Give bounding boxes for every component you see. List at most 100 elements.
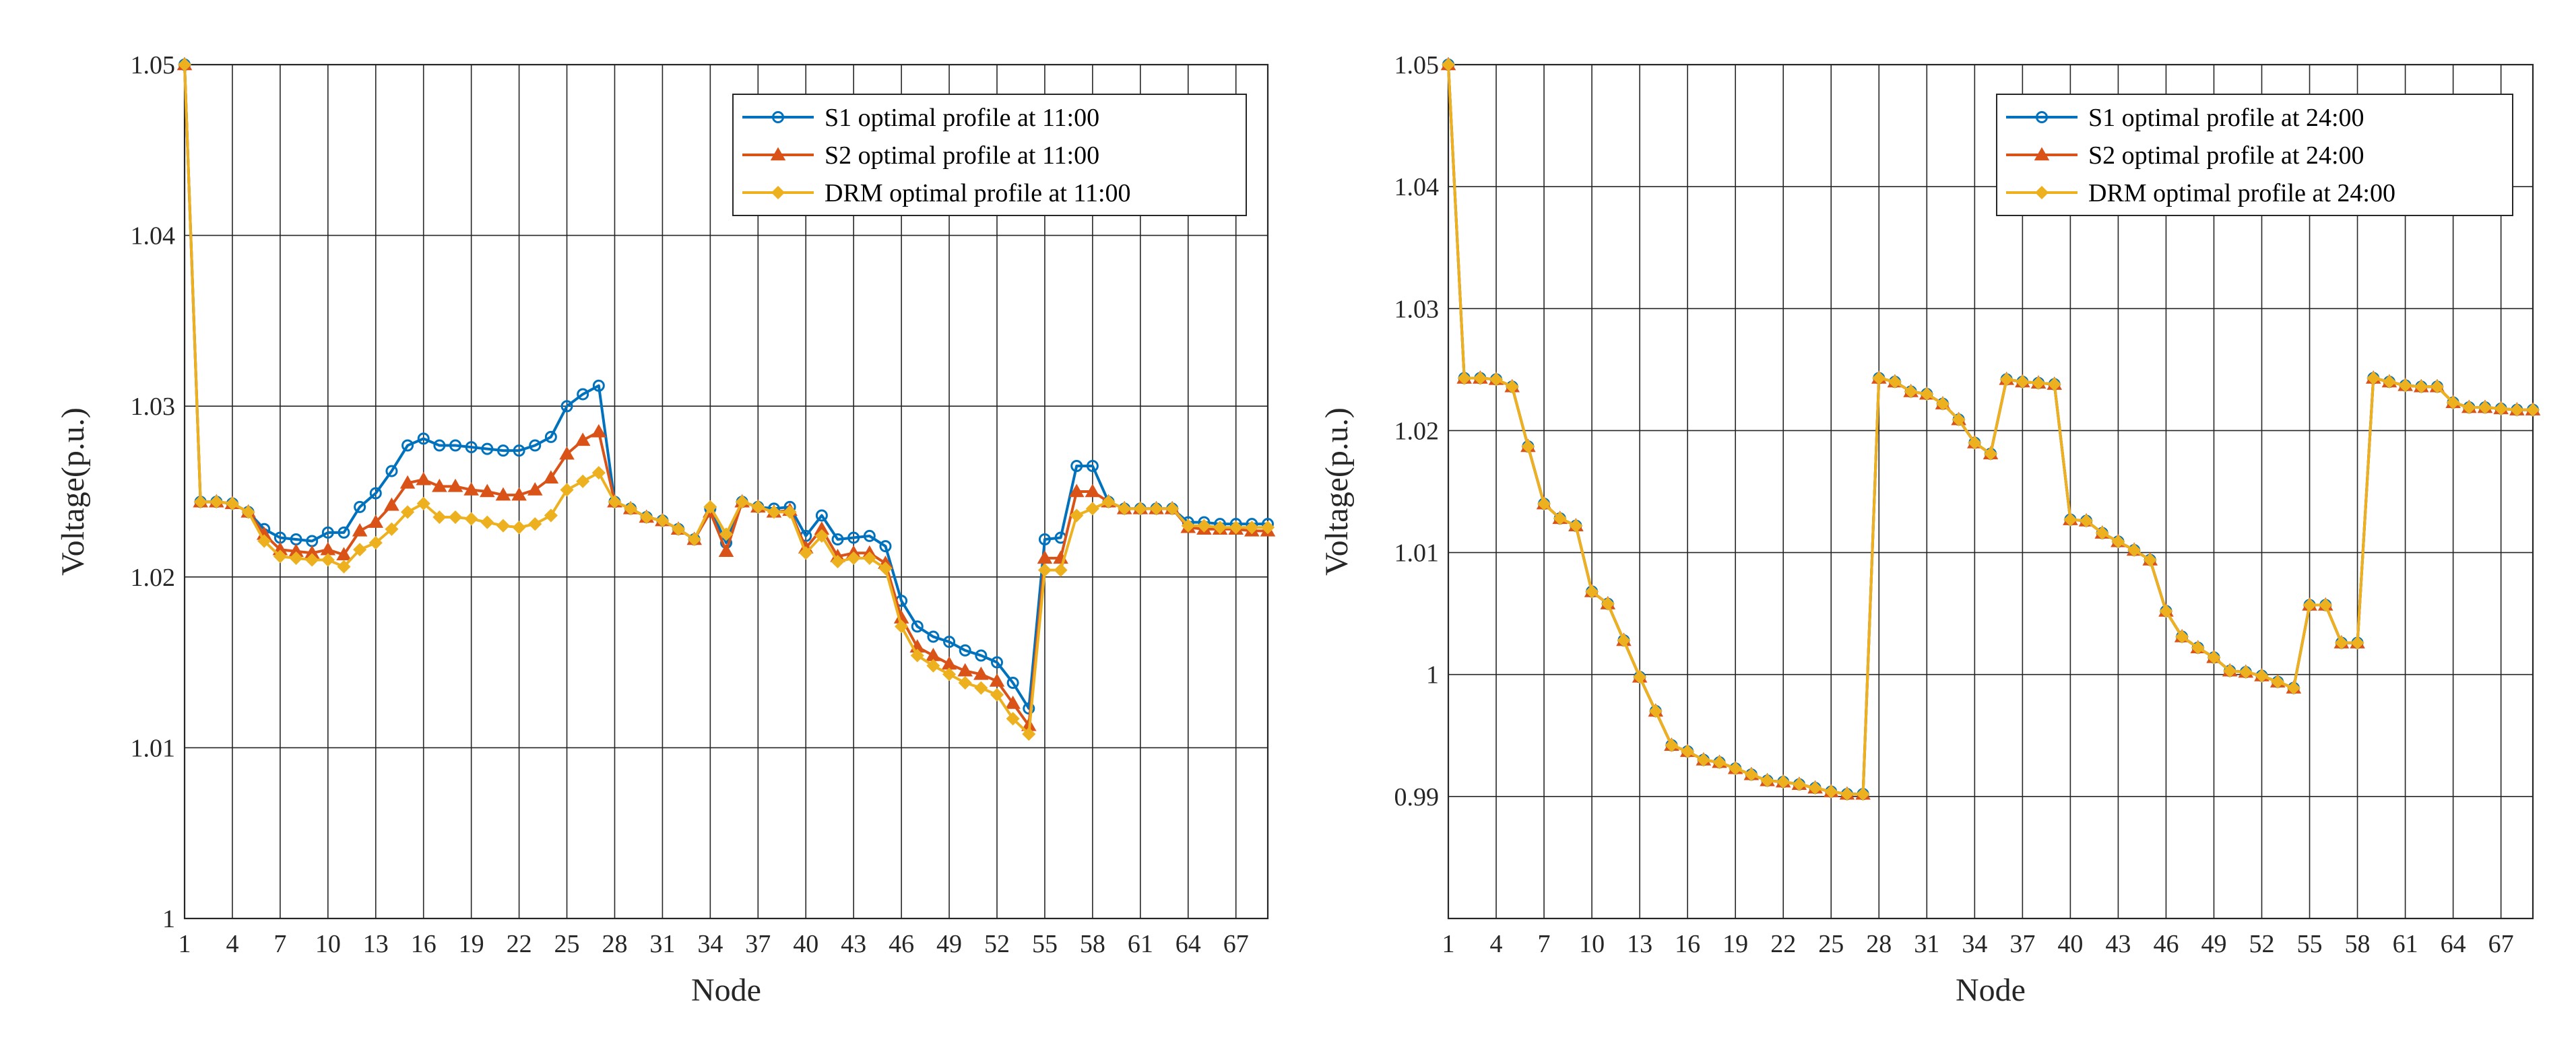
chart-0-drm-point bbox=[703, 500, 717, 514]
chart-1-drm-point bbox=[1585, 584, 1599, 599]
chart-0-s1-point bbox=[354, 500, 366, 513]
chart-0-s2-point bbox=[718, 543, 734, 558]
chart-0-xtick-label: 34 bbox=[697, 930, 723, 958]
chart-0-drm-point bbox=[847, 551, 861, 565]
chart-0-s2-point bbox=[1005, 695, 1021, 709]
chart-0-drm-point bbox=[177, 57, 192, 72]
chart-0-s2-point bbox=[559, 446, 575, 460]
chart-1-drm-point bbox=[2047, 377, 2061, 391]
chart-0-series-drm bbox=[177, 57, 1275, 741]
chart-1-y-axis-label: Voltage(p.u.) bbox=[1319, 407, 1355, 576]
chart-0-drm-point bbox=[1085, 502, 1099, 516]
chart-0-s1-point bbox=[465, 441, 478, 454]
chart-0-drm-point bbox=[1181, 518, 1195, 533]
chart-1-drm-point bbox=[1505, 380, 1519, 394]
chart-0-drm-point bbox=[528, 517, 542, 531]
chart-0-legend-drm-label: DRM optimal profile at 11:00 bbox=[825, 179, 1131, 207]
chart-0-s2-point bbox=[384, 497, 399, 511]
chart-0-ytick-label: 1.03 bbox=[131, 393, 176, 421]
chart-1-drm-point bbox=[2382, 374, 2396, 389]
chart-0-s1-point bbox=[1070, 459, 1083, 472]
chart-1-drm-point bbox=[2510, 403, 2524, 417]
chart-1-ytick-label: 0.99 bbox=[1394, 783, 1440, 811]
chart-1-drm-point bbox=[1872, 371, 1886, 385]
chart-0-s2-point bbox=[575, 432, 591, 446]
chart-0-drm-point bbox=[225, 496, 240, 510]
chart-1-drm-point bbox=[1617, 633, 1631, 648]
chart-0-drm-point bbox=[368, 536, 383, 550]
chart-0-legend-box bbox=[732, 94, 1247, 216]
chart-0-xtick-label: 37 bbox=[745, 930, 771, 958]
chart-0-s1-point bbox=[831, 533, 844, 546]
chart-0-s2-point bbox=[1085, 483, 1101, 498]
chart-1-legend-drm-marker bbox=[2034, 185, 2049, 200]
chart-0-xtick-label: 58 bbox=[1080, 930, 1105, 958]
chart-0-xtick-label: 1 bbox=[179, 930, 191, 958]
chart-1-drm-point bbox=[1712, 756, 1727, 770]
chart-1-drm-point bbox=[1537, 497, 1551, 511]
chart-1-drm-point bbox=[2350, 636, 2364, 650]
chart-1-xtick-label: 34 bbox=[1962, 930, 1987, 958]
chart-1-drm-point bbox=[1776, 775, 1791, 789]
chart-0-drm-point bbox=[1022, 727, 1036, 741]
chart-0-s1-point bbox=[560, 400, 573, 413]
chart-0-drm-point bbox=[480, 515, 494, 529]
chart-0-drm-point bbox=[400, 505, 415, 519]
chart-0-ytick-label: 1.05 bbox=[131, 51, 176, 79]
chart-0-s1-point bbox=[417, 432, 430, 445]
chart-1-xtick-label: 61 bbox=[2393, 930, 2418, 958]
chart-0-s2-point bbox=[1037, 550, 1053, 564]
chart-1-legend-s1-marker bbox=[2036, 111, 2048, 123]
chart-0-drm-point bbox=[719, 527, 734, 541]
chart-0-legend-s2-label: S2 optimal profile at 11:00 bbox=[825, 141, 1099, 170]
chart-0-drm-point bbox=[496, 518, 511, 533]
chart-1-xtick-label: 31 bbox=[1914, 930, 1939, 958]
chart-0-xtick-label: 61 bbox=[1128, 930, 1153, 958]
chart-1-xtick-label: 52 bbox=[2249, 930, 2275, 958]
chart-0-s1-point bbox=[815, 509, 828, 522]
chart-0-drm-point bbox=[385, 522, 399, 536]
chart-0-drm-point bbox=[942, 667, 957, 681]
chart-0-s2-point bbox=[480, 483, 495, 498]
chart-0-drm-point bbox=[464, 512, 478, 526]
chart-0-s2-point bbox=[399, 475, 416, 489]
chart-1-ytick-label: 1.04 bbox=[1394, 173, 1440, 201]
chart-0-s2-point bbox=[416, 471, 431, 486]
chart-1-drm-point bbox=[2319, 598, 2333, 612]
chart-0-x-axis-label: Node bbox=[691, 972, 761, 1008]
chart-0-s1-point bbox=[321, 526, 334, 539]
chart-0-drm-point bbox=[512, 521, 526, 535]
chart-0-s2-point bbox=[495, 487, 511, 501]
chart-0-s2-point bbox=[591, 424, 607, 438]
chart-0-drm-point bbox=[1070, 508, 1084, 523]
chart-0-drm-point bbox=[910, 648, 924, 663]
chart-1-drm-point bbox=[2095, 526, 2109, 540]
chart-1-xtick-label: 22 bbox=[1770, 930, 1796, 958]
chart-1-drm-point bbox=[2127, 543, 2142, 558]
chart-1-drm-point bbox=[1457, 371, 1471, 385]
chart-0-drm-point bbox=[1149, 502, 1163, 516]
chart-1-drm-point bbox=[1904, 384, 1918, 399]
chart-0-s1-point bbox=[449, 439, 461, 452]
chart-1-drm-point bbox=[2016, 374, 2030, 389]
chart-1-drm-point bbox=[2494, 401, 2508, 415]
chart-0-xtick-label: 31 bbox=[649, 930, 675, 958]
chart-0-drm-point bbox=[783, 505, 797, 519]
chart-1-drm-point bbox=[2079, 514, 2094, 528]
chart-0-drm-point bbox=[831, 554, 845, 569]
chart-0-s1-point bbox=[529, 439, 542, 452]
chart-0-drm-point bbox=[1006, 712, 1020, 726]
chart-0-s1-point bbox=[879, 540, 892, 553]
chart-0-s2-point bbox=[336, 547, 352, 561]
chart-1-drm-point bbox=[2366, 371, 2381, 385]
chart-0-xtick-label: 7 bbox=[273, 930, 286, 958]
chart-0-s1-point bbox=[513, 444, 525, 457]
chart-0-drm-point bbox=[193, 495, 207, 509]
chart-0-drm-point bbox=[591, 466, 606, 480]
chart-0-s2-point bbox=[973, 666, 989, 680]
chart-0-s2-point bbox=[1068, 483, 1085, 498]
chart-1-drm-point bbox=[2462, 400, 2476, 415]
chart-0-drm-point bbox=[655, 514, 670, 528]
chart-0-xtick-label: 25 bbox=[554, 930, 580, 958]
chart-1-drm-point bbox=[2334, 636, 2348, 650]
